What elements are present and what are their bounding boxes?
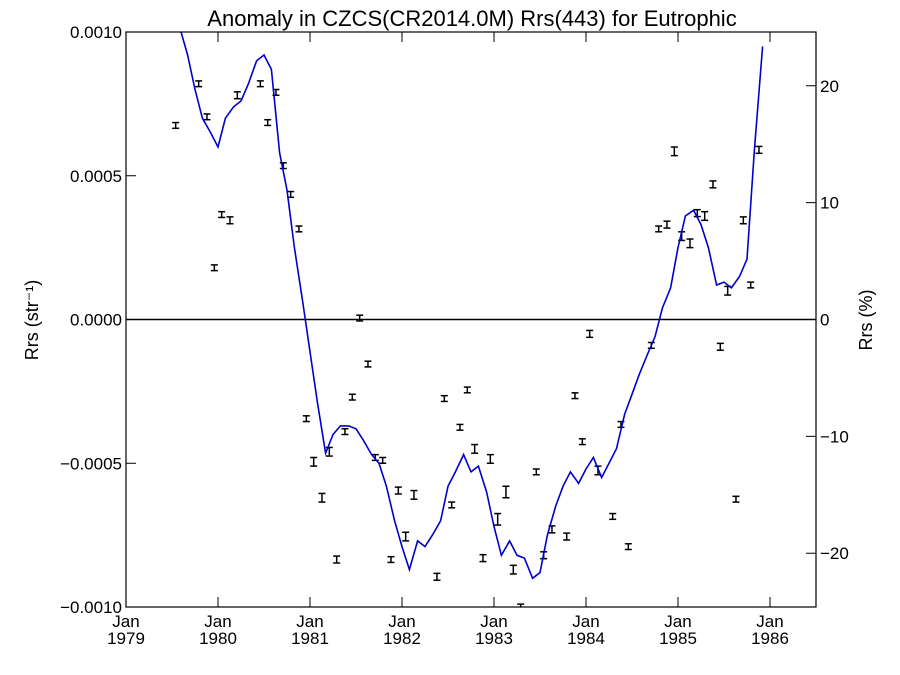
data-point xyxy=(218,210,226,219)
data-point xyxy=(571,392,579,400)
x-tick-label-month: Jan xyxy=(388,612,415,631)
data-point xyxy=(709,180,717,189)
data-point xyxy=(701,210,709,222)
data-point xyxy=(686,238,694,249)
data-point xyxy=(410,489,418,500)
data-point xyxy=(394,486,402,495)
data-point xyxy=(670,146,678,157)
y-tick-label-right: 10 xyxy=(820,194,839,213)
y-tick-label-left: 0.0010 xyxy=(70,23,122,42)
y-tick-label-left: −0.0005 xyxy=(60,454,122,473)
x-tick-label-year: 1984 xyxy=(567,629,605,648)
y-axis-label-right: Rrs (%) xyxy=(856,290,876,351)
data-point xyxy=(226,216,234,225)
data-point xyxy=(471,443,479,454)
data-point xyxy=(655,225,663,233)
data-point xyxy=(364,360,372,368)
y-tick-label-left: 0.0005 xyxy=(70,167,122,186)
data-point xyxy=(494,512,502,526)
data-point xyxy=(433,572,441,582)
data-point xyxy=(732,495,740,503)
data-point xyxy=(348,393,356,401)
data-point xyxy=(203,113,211,121)
data-point xyxy=(448,501,456,509)
x-tick-label-month: Jan xyxy=(572,612,599,631)
data-point xyxy=(210,264,218,272)
x-tick-label-month: Jan xyxy=(112,612,139,631)
data-point xyxy=(172,121,180,130)
data-point xyxy=(195,80,203,88)
data-point xyxy=(302,415,310,423)
y-tick-label-right: −20 xyxy=(820,544,849,563)
series-line xyxy=(180,32,764,580)
data-point xyxy=(387,555,395,564)
data-point xyxy=(609,512,617,521)
data-point xyxy=(318,492,326,503)
x-tick-label-year: 1981 xyxy=(291,629,329,648)
y-axis-label-left: Rrs (str⁻¹) xyxy=(22,280,42,360)
x-tick-label-month: Jan xyxy=(296,612,323,631)
data-point xyxy=(325,446,333,457)
data-point xyxy=(479,553,487,563)
y-tick-label-right: −10 xyxy=(820,427,849,446)
y-tick-label-right: 0 xyxy=(820,311,829,330)
data-point xyxy=(586,329,594,339)
data-point xyxy=(747,281,755,289)
plot-frame xyxy=(125,31,817,608)
data-point xyxy=(356,314,364,322)
x-tick-label-year: 1982 xyxy=(383,629,421,648)
y-tick-label-right: 20 xyxy=(820,77,839,96)
x-tick-label-year: 1979 xyxy=(107,629,145,648)
data-point xyxy=(563,532,571,541)
x-tick-label-month: Jan xyxy=(756,612,783,631)
plot-layer: Jan1979Jan1980Jan1981Jan1982Jan1983Jan19… xyxy=(60,23,849,648)
x-tick-label-month: Jan xyxy=(480,612,507,631)
y-tick-label-left: −0.0010 xyxy=(60,598,122,617)
x-tick-label-year: 1983 xyxy=(475,629,513,648)
data-point xyxy=(333,555,341,564)
data-point xyxy=(502,485,510,499)
data-point xyxy=(624,543,632,551)
data-point xyxy=(456,423,464,431)
data-point xyxy=(716,342,724,352)
data-point xyxy=(264,118,272,127)
data-point xyxy=(663,220,671,229)
x-tick-label-month: Jan xyxy=(664,612,691,631)
data-point xyxy=(233,91,241,100)
x-tick-label-year: 1986 xyxy=(751,629,789,648)
data-point xyxy=(379,456,387,464)
data-point xyxy=(295,225,303,233)
chart-title: Anomaly in CZCS(CR2014.0M) Rrs(443) for … xyxy=(207,6,736,31)
data-point xyxy=(310,456,318,467)
data-point xyxy=(578,438,586,446)
x-tick-label-month: Jan xyxy=(204,612,231,631)
data-point xyxy=(256,80,264,88)
data-point xyxy=(739,216,747,225)
data-point xyxy=(463,386,471,394)
x-tick-label-year: 1980 xyxy=(199,629,237,648)
data-point xyxy=(341,428,349,436)
y-tick-label-left: 0.0000 xyxy=(70,311,122,330)
x-tick-label-year: 1985 xyxy=(659,629,697,648)
data-point xyxy=(532,468,540,476)
data-point xyxy=(402,531,410,542)
data-point xyxy=(509,564,517,575)
data-point xyxy=(486,453,494,464)
data-point xyxy=(517,603,525,607)
data-point xyxy=(440,394,448,403)
data-point xyxy=(755,145,763,155)
